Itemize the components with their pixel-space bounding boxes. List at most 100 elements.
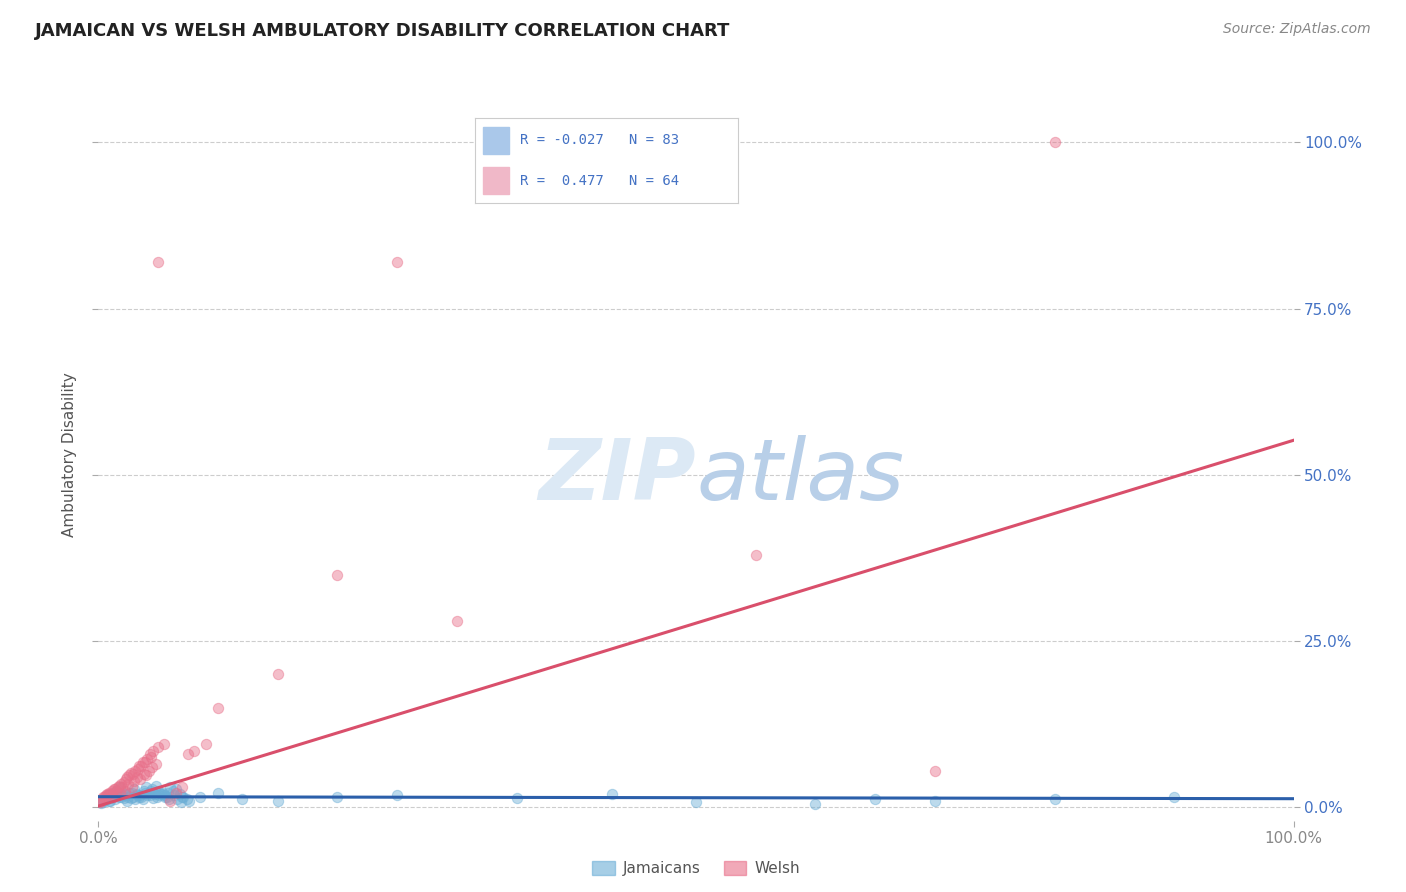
Point xyxy=(114,787,136,801)
Point xyxy=(96,792,118,806)
Point xyxy=(98,794,122,808)
Point xyxy=(118,768,141,782)
Point xyxy=(97,789,120,803)
Point xyxy=(105,783,128,797)
Point xyxy=(117,777,139,791)
Point xyxy=(207,700,229,714)
Y-axis label: Ambulatory Disability: Ambulatory Disability xyxy=(62,373,77,537)
Point xyxy=(115,789,138,803)
Point xyxy=(152,786,174,800)
Point xyxy=(125,787,148,801)
Point xyxy=(100,783,122,797)
Point xyxy=(110,789,132,804)
Point xyxy=(139,750,162,764)
Point xyxy=(1043,792,1066,806)
Point xyxy=(155,789,177,804)
Point xyxy=(124,781,146,796)
Point xyxy=(117,790,139,805)
Point xyxy=(131,790,153,805)
Point xyxy=(127,762,149,776)
Text: ZIP: ZIP xyxy=(538,435,696,518)
Bar xyxy=(482,127,509,153)
Point xyxy=(103,789,125,803)
Point xyxy=(138,764,160,778)
Point xyxy=(149,787,172,801)
Point xyxy=(1043,136,1066,150)
Point xyxy=(112,791,135,805)
Point xyxy=(159,794,181,808)
Point xyxy=(105,783,128,797)
Point xyxy=(115,794,138,808)
Point xyxy=(148,789,170,803)
Point xyxy=(177,747,200,761)
Point xyxy=(103,781,125,796)
Bar xyxy=(482,167,509,194)
Point xyxy=(112,775,135,789)
Point xyxy=(267,794,290,808)
Point xyxy=(143,787,166,801)
Point xyxy=(134,755,156,769)
Point xyxy=(90,794,112,808)
Point xyxy=(506,791,529,805)
Point xyxy=(131,755,153,769)
Point xyxy=(863,792,887,806)
Legend: Jamaicans, Welsh: Jamaicans, Welsh xyxy=(586,855,806,882)
Point xyxy=(194,737,218,751)
Point xyxy=(153,737,176,751)
Point xyxy=(142,744,165,758)
Point xyxy=(107,790,129,805)
Point xyxy=(111,780,134,795)
Point xyxy=(166,792,188,806)
Point xyxy=(172,780,194,795)
Point xyxy=(120,791,142,805)
Point xyxy=(163,789,186,803)
Point xyxy=(108,780,131,795)
Point xyxy=(157,792,180,806)
Point xyxy=(165,786,187,800)
Point xyxy=(148,740,170,755)
Point xyxy=(179,794,201,808)
Point xyxy=(91,792,114,806)
Point xyxy=(139,789,162,803)
Point xyxy=(90,797,112,811)
Point xyxy=(107,779,129,793)
Point xyxy=(122,767,145,781)
Point xyxy=(153,789,176,803)
Point xyxy=(924,794,946,808)
Point xyxy=(745,548,768,562)
Point xyxy=(114,783,136,797)
Point xyxy=(132,767,155,781)
Point xyxy=(148,255,170,269)
Point xyxy=(100,790,122,805)
Point xyxy=(170,795,193,809)
Text: atlas: atlas xyxy=(696,435,904,518)
Point xyxy=(162,783,184,797)
Point xyxy=(207,786,229,800)
Point xyxy=(128,759,150,773)
Point xyxy=(91,790,114,805)
Point xyxy=(89,795,111,809)
Point xyxy=(136,752,159,766)
Point xyxy=(135,780,157,795)
Point xyxy=(107,787,129,801)
Point xyxy=(135,768,157,782)
Point xyxy=(98,794,121,808)
Point xyxy=(172,790,194,805)
Point xyxy=(169,787,191,801)
Point xyxy=(142,791,165,805)
Point xyxy=(148,783,170,797)
Point xyxy=(602,787,624,801)
Point xyxy=(231,792,253,806)
Point xyxy=(141,781,163,796)
Point xyxy=(120,765,142,780)
Point xyxy=(138,786,160,800)
Point xyxy=(139,783,162,797)
Point xyxy=(115,772,138,787)
Point xyxy=(98,786,121,800)
Point xyxy=(385,789,409,803)
Point xyxy=(136,789,159,803)
Point xyxy=(267,667,290,681)
Point xyxy=(91,795,114,809)
Point xyxy=(134,786,156,800)
Point xyxy=(122,789,145,804)
